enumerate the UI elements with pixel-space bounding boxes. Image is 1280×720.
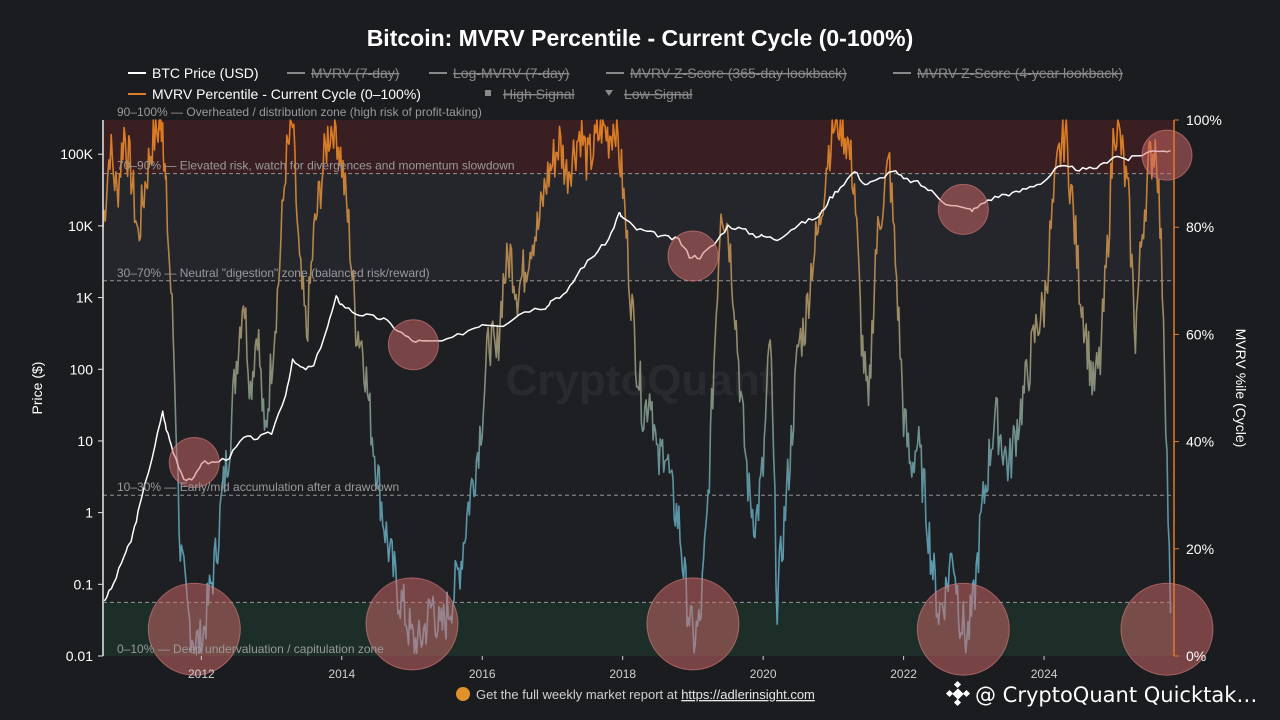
legend-label: MVRV Z-Score (365-day lookback) [630, 65, 847, 81]
y-left-tick-label: 1 [85, 505, 93, 521]
legend: BTC Price (USD) MVRV (7-day) Log-MVRV (7-d… [128, 65, 1123, 102]
legend-item[interactable]: High Signal [485, 86, 575, 102]
legend-item[interactable]: BTC Price (USD) [128, 65, 259, 81]
y-left-tick-label: 10K [68, 218, 94, 234]
brand-text: @ CryptoQuant Quicktak… [975, 683, 1257, 707]
legend-label: MVRV Percentile - Current Cycle (0–100%) [152, 86, 421, 102]
legend-swatch [605, 90, 613, 96]
y-left-tick-label: 10 [77, 433, 93, 449]
footer: Get the full weekly market report at htt… [456, 687, 815, 702]
x-tick-label: 2014 [328, 667, 355, 681]
x-tick-label: 2020 [750, 667, 777, 681]
highlight-circle [646, 577, 740, 671]
y-right-tick-label: 20% [1186, 541, 1214, 557]
zone-label: 70–90% — Elevated risk, watch for diverg… [117, 159, 515, 173]
y-left-tick-label: 0.1 [74, 576, 94, 592]
legend-swatch [485, 90, 491, 96]
legend-label: BTC Price (USD) [152, 65, 259, 81]
zone-label: 90–100% — Overheated / distribution zone… [117, 105, 482, 119]
highlight-circle [147, 582, 241, 676]
highlight-circle [387, 319, 439, 371]
legend-item[interactable]: Low Signal [605, 86, 693, 102]
y-left-tick-label: 100K [60, 146, 93, 162]
legend-item[interactable]: MVRV Z-Score (365-day lookback) [606, 65, 847, 81]
brand: @ CryptoQuant Quicktak… [945, 680, 1257, 707]
zone-label: 10–30% — Early/mid accumulation after a … [117, 480, 399, 494]
highlight-circle [365, 577, 459, 671]
y-left-tick-label: 100 [70, 361, 94, 377]
x-tick-label: 2016 [469, 667, 496, 681]
x-tick-label: 2012 [188, 667, 215, 681]
legend-label: MVRV (7-day) [311, 65, 399, 81]
zone-label: 0–10% — Deep undervaluation / capitulati… [117, 642, 384, 656]
mvrv-percentile-line [102, 119, 1172, 655]
legend-item[interactable]: MVRV (7-day) [287, 65, 399, 81]
footer-text: Get the full weekly market report at [476, 687, 681, 702]
y-left-tick-label: 1K [76, 290, 94, 306]
y-right-label: MVRV %ile (Cycle) [1233, 329, 1249, 448]
binance-logo-icon [945, 680, 971, 707]
zone-label: 30–70% — Neutral "digestion" zone (balan… [117, 266, 430, 280]
y-right-tick-label: 0% [1186, 648, 1206, 664]
zone-band [103, 120, 1174, 174]
chart-title: Bitcoin: MVRV Percentile - Current Cycle… [367, 25, 914, 51]
svg-text:Get the full weekly market rep: Get the full weekly market report at htt… [476, 687, 815, 702]
mvrv-percentile-series [102, 119, 1172, 655]
legend-item[interactable]: MVRV Percentile - Current Cycle (0–100%) [128, 86, 421, 102]
legend-label: Log-MVRV (7-day) [453, 65, 569, 81]
zone-band [103, 173, 1174, 281]
highlight-circle [667, 230, 719, 282]
legend-label: High Signal [503, 86, 575, 102]
y-right-tick-label: 60% [1186, 326, 1214, 342]
footer-dot-icon [456, 687, 470, 701]
x-tick-label: 2022 [890, 667, 917, 681]
legend-label: MVRV Z-Score (4-year lookback) [917, 65, 1123, 81]
y-left-tick-label: 0.01 [66, 648, 93, 664]
y-left-label: Price ($) [29, 362, 45, 415]
x-tick-label: 2018 [609, 667, 636, 681]
footer-link[interactable]: https://adlerinsight.com [681, 687, 815, 702]
y-right-tick-label: 80% [1186, 219, 1214, 235]
highlight-circle [916, 582, 1010, 676]
x-tick-label: 2024 [1031, 667, 1058, 681]
highlight-circles [147, 129, 1214, 676]
y-right-tick-label: 100% [1186, 112, 1222, 128]
highlight-circle [1120, 582, 1214, 676]
legend-item[interactable]: Log-MVRV (7-day) [429, 65, 569, 81]
axes: 0.01 0.1 1 10 100 1K 10K 100K 0% 20% 40% 60% 80% 100%… [60, 112, 1222, 681]
highlight-circle [1141, 129, 1193, 181]
y-right-tick-label: 40% [1186, 434, 1214, 450]
highlight-circle [168, 437, 220, 489]
zone-labels: 90–100% — Overheated / distribution zone… [117, 105, 515, 656]
legend-label: Low Signal [624, 86, 693, 102]
highlight-circle [937, 183, 989, 235]
legend-item[interactable]: MVRV Z-Score (4-year lookback) [893, 65, 1123, 81]
